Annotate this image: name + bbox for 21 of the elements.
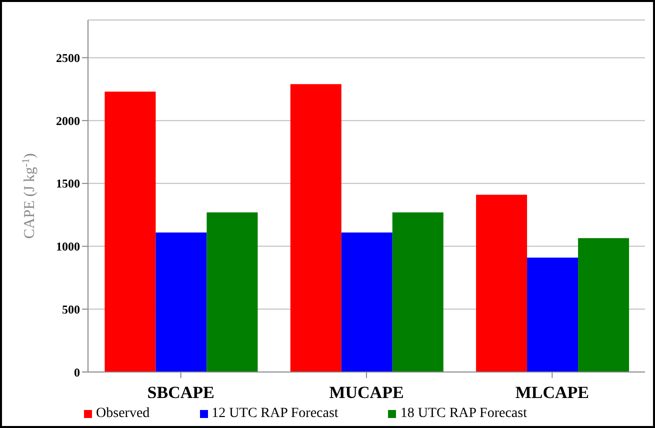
y-tick-label: 1000 — [56, 240, 80, 254]
legend-label: Observed — [96, 406, 150, 421]
y-tick-label: 0 — [74, 365, 80, 380]
bar — [341, 232, 392, 372]
bar — [156, 232, 207, 372]
bar — [578, 238, 630, 372]
bar — [206, 212, 258, 372]
x-tick-label: SBCAPE — [147, 383, 214, 402]
bar — [104, 92, 156, 372]
legend-label: 18 UTC RAP Forecast — [400, 406, 527, 421]
x-tick-label: MLCAPE — [515, 383, 590, 402]
bar — [290, 84, 342, 372]
x-tick-label: MUCAPE — [329, 383, 404, 402]
y-tick-label: 1500 — [56, 176, 80, 191]
legend-label: 12 UTC RAP Forecast — [212, 406, 338, 421]
bar — [392, 212, 444, 372]
bar — [476, 194, 528, 372]
y-tick-label: 500 — [62, 302, 80, 316]
bar — [527, 258, 578, 372]
y-tick-label: 2000 — [56, 114, 80, 128]
y-tick-label: 2500 — [56, 50, 80, 65]
